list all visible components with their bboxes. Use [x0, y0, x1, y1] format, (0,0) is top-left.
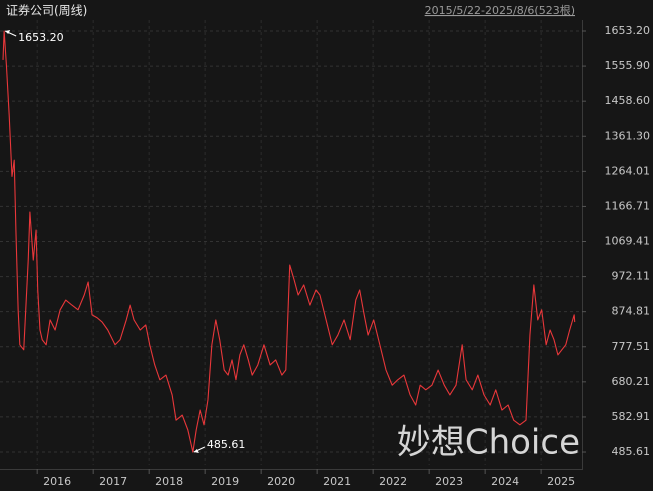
- chart-title: 证券公司(周线): [6, 3, 87, 18]
- y-tick-label: 485.61: [612, 445, 651, 458]
- plot-area: 1653.20 1555.90 1458.60 1361.30 1264.01 1166.…: [0, 20, 650, 488]
- annotation-label: 1653.20: [18, 31, 64, 44]
- annotation-label: 485.61: [207, 438, 246, 451]
- date-range[interactable]: 2015/5/22-2025/8/6(523根): [425, 3, 575, 17]
- y-tick-label: 1069.41: [605, 235, 651, 248]
- y-tick-label: 1264.01: [605, 164, 651, 177]
- x-tick-label: 2021: [323, 475, 351, 488]
- x-tick-label: 2018: [155, 475, 183, 488]
- y-tick-label: 1166.71: [605, 199, 651, 212]
- y-tick-label: 874.81: [612, 305, 651, 318]
- x-tick-label: 2024: [491, 475, 519, 488]
- x-tick-label: 2025: [547, 475, 575, 488]
- y-tick-label: 1361.30: [605, 129, 651, 142]
- y-tick-label: 972.11: [612, 270, 651, 283]
- x-tick-label: 2022: [379, 475, 407, 488]
- annotation-arrowhead: [193, 449, 199, 454]
- watermark: 妙想Choice: [397, 423, 580, 463]
- x-tick-label: 2019: [211, 475, 239, 488]
- y-tick-label: 680.21: [612, 375, 651, 388]
- x-tick-label: 2020: [267, 475, 295, 488]
- y-tick-label: 582.91: [612, 410, 651, 423]
- x-tick-label: 2016: [43, 475, 71, 488]
- y-tick-label: 777.51: [612, 340, 651, 353]
- price-line: [2, 30, 576, 453]
- y-tick-label: 1458.60: [605, 94, 651, 107]
- annotation-arrowhead: [5, 29, 11, 34]
- y-tick-label: 1653.20: [605, 24, 651, 37]
- y-tick-label: 1555.90: [605, 59, 651, 72]
- x-tick-label: 2023: [435, 475, 463, 488]
- x-tick-label: 2017: [99, 475, 127, 488]
